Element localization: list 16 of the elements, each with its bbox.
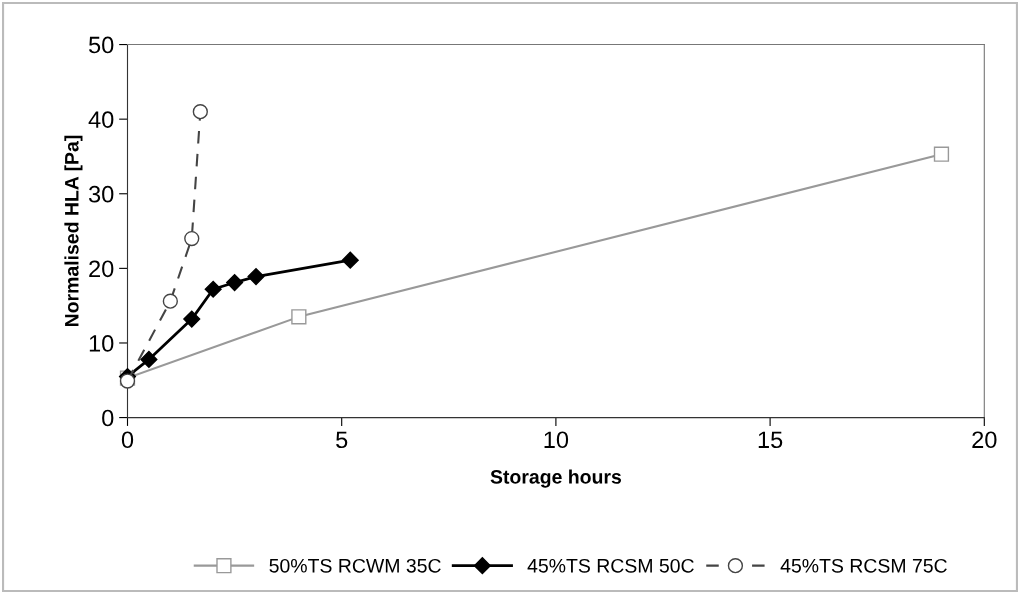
legend-label: 45%TS RCSM 75C: [780, 558, 947, 573]
y-tick-label: 20: [89, 260, 114, 278]
y-tick-label: 10: [89, 335, 114, 352]
y-tick-label: 30: [88, 185, 114, 203]
x-tick-label: 20: [972, 431, 997, 449]
y-tick-label: 50: [88, 36, 114, 54]
legend-label: 45%TS RCSM 50C: [527, 558, 694, 573]
x-tick-label: 0: [121, 431, 134, 449]
y-axis-title: Normalised HLA [Pa]: [64, 135, 83, 327]
y-tick-label: 40: [88, 111, 114, 128]
y-tick-label: 0: [102, 409, 114, 427]
legend-label: 50%TS RCWM 35C: [269, 558, 441, 573]
x-tick-label: 10: [544, 431, 569, 449]
x-axis-title: Storage hours: [490, 469, 622, 488]
x-tick-label: 15: [758, 431, 783, 449]
x-tick-label: 5: [336, 431, 348, 449]
